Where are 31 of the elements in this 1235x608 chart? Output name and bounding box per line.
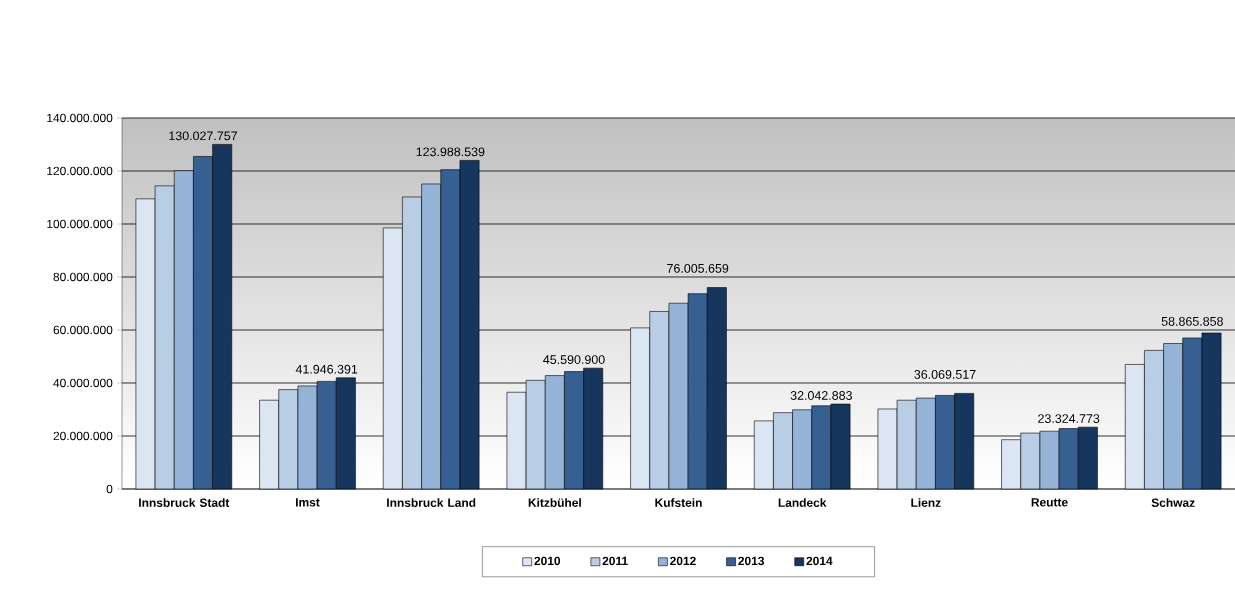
data-label: 130.027.757: [169, 131, 237, 141]
data-label: 23.324.773: [1038, 414, 1100, 423]
legend-label: 2011: [602, 556, 628, 566]
data-label: 76.005.659: [667, 263, 729, 273]
data-label: 45.590.900: [543, 355, 605, 364]
data-label: 36.069.517: [914, 370, 976, 379]
y-tick-label: 80.000.000: [53, 272, 113, 282]
y-tick-label: 0: [106, 484, 113, 494]
data-label: 123.988.539: [416, 147, 485, 157]
legend-label: 2010: [534, 556, 561, 566]
legend-label: 2013: [738, 556, 765, 566]
y-tick-label: 120.000.000: [47, 166, 113, 176]
y-tick-label: 20.000.000: [53, 431, 113, 441]
x-tick-label: Innsbruck Stadt: [139, 498, 230, 507]
x-tick-label: Reutte: [1031, 498, 1068, 507]
x-tick-label: Schwaz: [1151, 498, 1195, 507]
data-label: 58.865.858: [1161, 316, 1223, 326]
x-tick-label: Imst: [296, 498, 320, 507]
data-label: 32.042.883: [790, 391, 852, 400]
x-tick-label: Landeck: [778, 498, 827, 507]
x-tick-label: Innsbruck Land: [387, 498, 476, 507]
y-tick-label: 140.000.000: [47, 113, 113, 123]
y-tick-label: 100.000.000: [47, 219, 113, 229]
x-tick-label: Lienz: [911, 498, 941, 507]
y-tick-label: 40.000.000: [53, 378, 113, 388]
data-label: 41.946.391: [295, 364, 358, 374]
x-tick-label: Kufstein: [655, 498, 702, 507]
x-tick-label: Kitzbühel: [528, 498, 581, 507]
y-tick-label: 60.000.000: [53, 325, 113, 335]
legend-label: 2014: [806, 556, 833, 566]
legend-label: 2012: [670, 556, 696, 566]
